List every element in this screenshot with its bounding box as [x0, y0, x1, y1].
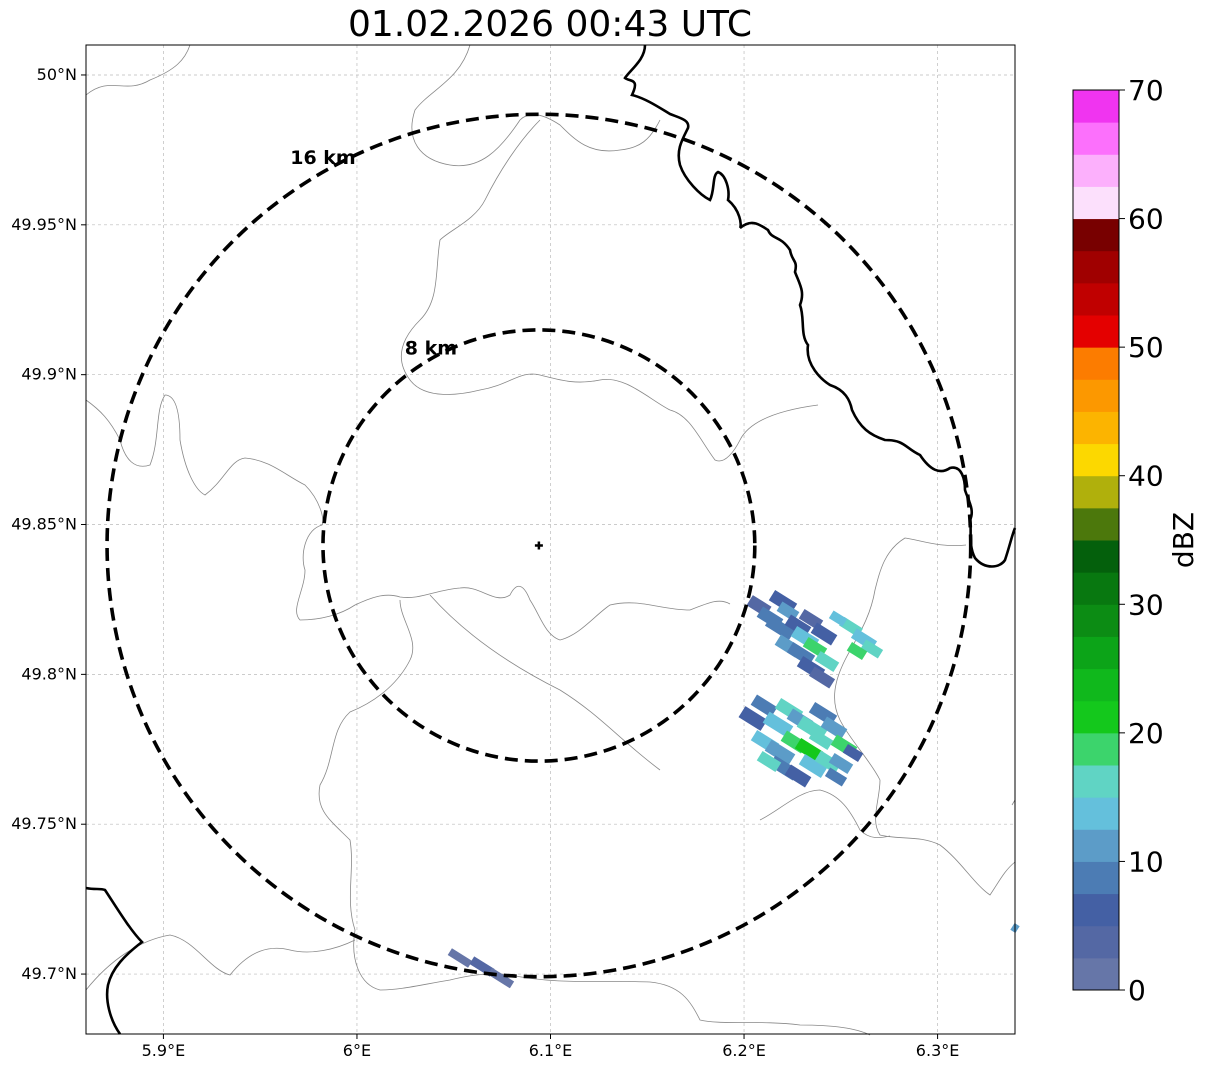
lat-tick-label: 49.85°N	[11, 515, 77, 534]
echo-gate	[820, 716, 848, 740]
colorbar-segment	[1073, 604, 1119, 637]
echo-gate	[828, 610, 848, 627]
colorbar-segment	[1073, 861, 1119, 895]
colorbar-segment	[1073, 732, 1119, 766]
colorbar-segment	[1073, 925, 1119, 959]
colorbar-tick-label: 0	[1128, 974, 1146, 1007]
colorbar: 0 10 20 30 40 50 60 70 dBZ	[1072, 74, 1200, 1007]
echo-gate	[860, 639, 884, 659]
echo-gate	[784, 764, 812, 788]
echo-gate	[842, 743, 864, 763]
regional-boundary-east-b	[429, 594, 1016, 806]
colorbar-tick-label: 40	[1128, 460, 1164, 493]
range-ring-label: 16 km	[290, 147, 356, 169]
colorbar-tick-label: 70	[1128, 74, 1164, 107]
map-title: 01.02.2026 00:43 UTC	[347, 4, 753, 45]
echo-gate	[808, 666, 836, 689]
lat-tick-label: 49.9°N	[21, 365, 77, 384]
colorbar-segment	[1073, 957, 1119, 991]
radar-site-marker	[534, 541, 543, 550]
colorbar-segment	[1073, 572, 1119, 605]
echo-gate	[846, 641, 868, 661]
echo-gate	[814, 750, 842, 774]
regional-boundary-north	[85, 44, 661, 167]
lat-tick-label: 50°N	[37, 65, 77, 84]
range-rings: 8 km 16 km	[105, 112, 973, 979]
range-ring	[105, 112, 973, 979]
regional-boundary-west	[85, 394, 731, 641]
echo-gate	[824, 767, 848, 787]
echo-gate	[794, 738, 824, 762]
colorbar-segment	[1073, 700, 1119, 734]
colorbar-segment	[1073, 347, 1119, 380]
colorbar-tick-label: 50	[1128, 331, 1164, 364]
colorbar-segment	[1073, 765, 1119, 798]
colorbar-label: dBZ	[1167, 512, 1200, 568]
echo-gate	[469, 956, 495, 977]
colorbar-segment	[1073, 475, 1119, 509]
colorbar-segment	[1073, 636, 1119, 670]
echo-gate	[764, 739, 796, 766]
echo-gate	[487, 967, 515, 989]
echo-gate	[828, 753, 854, 774]
colorbar-tick-label: 30	[1128, 588, 1164, 621]
colorbar-segment	[1073, 668, 1119, 702]
colorbar-segment	[1073, 411, 1119, 445]
lon-tick-label: 6.1°E	[529, 1041, 573, 1060]
lat-tick-label: 49.95°N	[11, 215, 77, 234]
lat-tick-label: 49.8°N	[21, 664, 77, 683]
colorbar-segment	[1073, 893, 1119, 927]
colorbar-tick-label: 20	[1128, 717, 1164, 750]
range-ring	[321, 328, 757, 763]
colorbar-segment	[1073, 797, 1119, 830]
country-border-northeast	[623, 44, 1017, 568]
echo-gate	[810, 622, 838, 646]
colorbar-segment	[1073, 90, 1119, 123]
colorbar-segment	[1073, 282, 1119, 316]
colorbar-segment	[1073, 829, 1119, 862]
colorbar-segment	[1073, 186, 1119, 220]
colorbar-segment	[1073, 122, 1119, 155]
colorbar-tick-label: 60	[1128, 203, 1164, 236]
colorbar-segment	[1073, 443, 1119, 477]
colorbar-segment	[1073, 250, 1119, 284]
regional-boundary-southwest	[85, 934, 356, 991]
colorbar-segment	[1073, 540, 1119, 573]
country-border-southwest	[85, 886, 144, 1035]
echo-gate	[814, 651, 840, 672]
colorbar-frame	[1072, 89, 1120, 991]
echo-gate	[798, 754, 828, 778]
range-ring-label: 8 km	[405, 338, 457, 360]
radar-echoes	[447, 590, 1020, 989]
echo-gate	[756, 751, 782, 772]
echo-gate	[750, 694, 778, 718]
colorbar-segment	[1073, 507, 1119, 541]
echo-gate	[447, 948, 473, 968]
lon-tick-label: 5.9°E	[142, 1041, 186, 1060]
axis-ticks: 5.9°E 6°E 6.1°E 6.2°E 6.3°E 50°N 49.95°N 49.9°N…	[11, 65, 959, 1060]
colorbar-segment	[1073, 154, 1119, 187]
regional-boundary-east	[759, 537, 1016, 896]
colorbar-segment	[1073, 315, 1119, 348]
lon-tick-label: 6°E	[343, 1041, 371, 1060]
lon-tick-label: 6.2°E	[722, 1041, 766, 1060]
colorbar-segment	[1073, 379, 1119, 412]
lat-tick-label: 49.75°N	[11, 814, 77, 833]
echo-gate	[738, 706, 768, 731]
lat-tick-label: 49.7°N	[21, 964, 77, 983]
echo-gate	[808, 729, 834, 750]
colorbar-segment	[1073, 218, 1119, 252]
gridlines	[86, 45, 1015, 1034]
colorbar-tick-label: 10	[1128, 845, 1164, 878]
regional-boundary-south	[318, 599, 871, 1036]
echo-gate	[764, 615, 796, 641]
regional-boundary-center	[401, 119, 819, 462]
lon-tick-label: 6.3°E	[916, 1041, 960, 1060]
echo-gate	[762, 711, 794, 738]
